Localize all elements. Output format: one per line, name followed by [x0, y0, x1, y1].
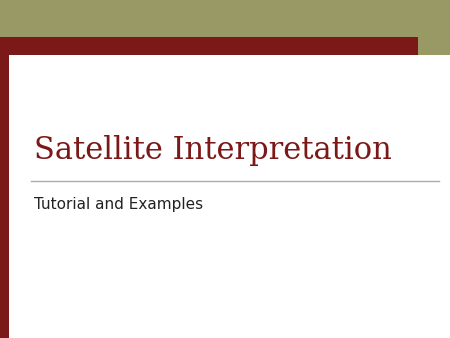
Bar: [0, 0, 450, 37]
Bar: [0, 37, 418, 55]
Text: Satellite Interpretation: Satellite Interpretation: [34, 135, 392, 166]
Bar: [418, 37, 450, 55]
Text: Tutorial and Examples: Tutorial and Examples: [34, 197, 203, 212]
Bar: [0, 55, 9, 338]
